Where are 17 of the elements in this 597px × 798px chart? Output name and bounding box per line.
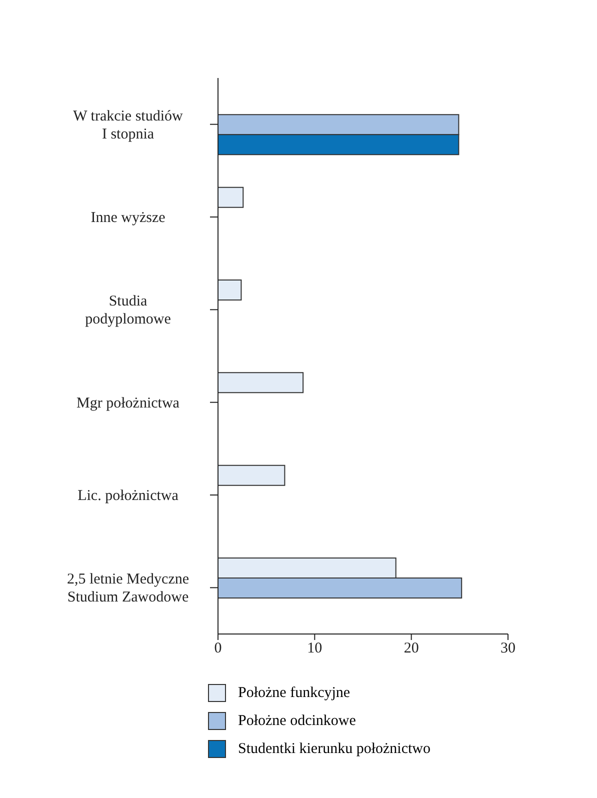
x-tick-label: 0 — [214, 640, 222, 657]
x-tick-label: 20 — [404, 640, 419, 657]
x-tick-label: 10 — [307, 640, 322, 657]
legend-label: Położne odcinkowe — [238, 712, 356, 730]
y-tick-label: Studia podyplomowe — [85, 294, 172, 328]
bar — [218, 464, 286, 486]
bar — [218, 372, 304, 394]
y-tick-label: Mgr położnictwa — [76, 395, 180, 412]
bar — [218, 186, 244, 208]
y-tick-label: 2,5 letnie Medyczne Studium Zawodowe — [66, 572, 190, 606]
y-tick-label: Lic. położnictwa — [78, 488, 179, 504]
y-tick-label: Inne wyższe — [90, 210, 166, 226]
y-tick-label: W trakcie studiów I stopnia — [73, 108, 184, 142]
bar — [218, 280, 242, 301]
legend-label: Położne funkcyjne — [238, 684, 350, 702]
x-tick-label: 30 — [500, 640, 516, 657]
legend-label: Studentki kierunku położnictwo — [238, 740, 430, 758]
